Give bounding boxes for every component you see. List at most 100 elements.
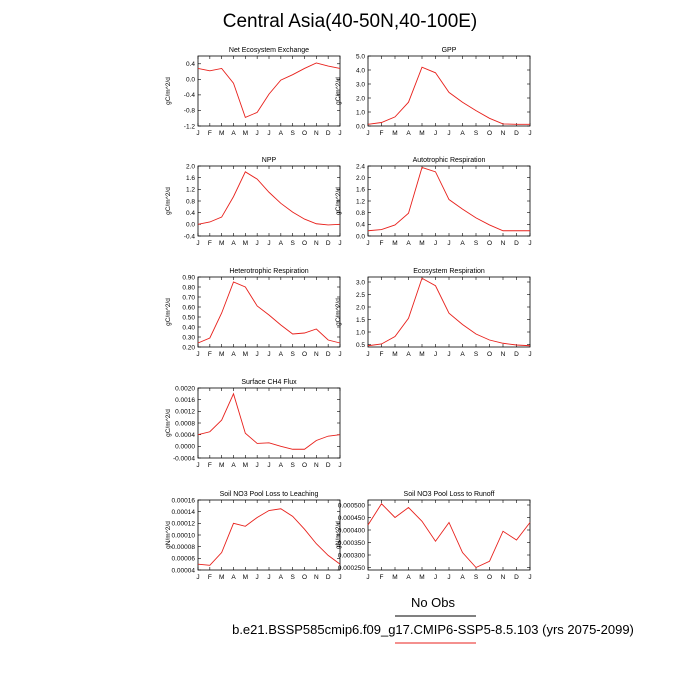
y-tick-label: 0.000350	[338, 540, 365, 547]
x-tick-label: S	[290, 240, 295, 247]
panel-title: GPP	[442, 47, 457, 54]
panel-9: Soil NO3 Pool Loss to RunoffgN/m^2/d0.00…	[335, 491, 532, 581]
x-tick-label: D	[514, 574, 519, 581]
panel-5: Heterotrophic Respiration gC/m^2/d 0.90 0.8…	[165, 268, 342, 358]
series-line	[367, 277, 531, 347]
x-tick-label: S	[290, 574, 295, 581]
y-tick-label: 0.4	[356, 222, 365, 229]
x-tick-label: N	[501, 351, 506, 358]
x-tick-label: J	[338, 130, 341, 137]
x-tick-label: N	[314, 351, 319, 358]
panel-4: Autotrophic Respiration gC/m^2/d 2.4 2.0 1.6…	[335, 157, 532, 247]
x-tick-label: S	[474, 574, 479, 581]
y-tick-label: 0.0020	[175, 385, 195, 392]
y-tick-label: 0.8	[186, 198, 195, 205]
x-tick-label: F	[208, 240, 212, 247]
x-tick-label: A	[460, 240, 465, 247]
x-tick-label: J	[434, 351, 437, 358]
x-tick-label: O	[487, 574, 492, 581]
x-tick-label: J	[447, 574, 450, 581]
y-tick-label: 2.0	[356, 175, 365, 182]
x-tick-label: J	[528, 130, 531, 137]
x-tick-label: M	[392, 351, 397, 358]
y-tick-label: 0.0012	[175, 409, 195, 416]
series-line	[197, 392, 341, 450]
y-tick-label: 1.0	[356, 329, 365, 336]
y-tick-label: 0.000500	[338, 502, 365, 509]
y-axis-label: gC/m^2/d	[165, 187, 172, 215]
y-tick-label: 2.4	[356, 163, 365, 170]
x-tick-label: A	[231, 574, 236, 581]
x-tick-label: J	[196, 462, 199, 469]
x-tick-label: J	[434, 240, 437, 247]
y-tick-label: 0.30	[182, 334, 195, 341]
x-tick-label: N	[501, 240, 506, 247]
x-tick-label: M	[219, 462, 224, 469]
y-tick-label: 0.40	[182, 324, 195, 331]
x-tick-label: M	[243, 351, 248, 358]
panel-title: Heterotrophic Respiration	[229, 268, 308, 275]
y-tick-label: 1.0	[356, 109, 365, 116]
x-tick-label: M	[219, 574, 224, 581]
plot-frame	[367, 499, 531, 571]
x-tick-label: A	[279, 130, 284, 137]
x-tick-label: J	[366, 130, 369, 137]
x-tick-label: M	[243, 240, 248, 247]
x-tick-label: O	[302, 351, 307, 358]
x-tick-label: J	[434, 130, 437, 137]
x-tick-label: M	[392, 574, 397, 581]
x-tick-label: F	[380, 351, 384, 358]
x-tick-label: M	[219, 130, 224, 137]
x-tick-label: O	[302, 574, 307, 581]
x-tick-label: J	[366, 351, 369, 358]
panel-7: Surface CH4 Flux gC/m^2/d 0.0020 0.0016 0.00…	[165, 379, 342, 469]
y-axis-label: gC/m^2/d	[335, 77, 342, 105]
y-tick-label: -0.8	[184, 108, 196, 115]
y-tick-label: 0.4	[186, 210, 195, 217]
panel-title: Ecosystem Respiration	[413, 268, 485, 275]
y-tick-label: 0.0	[356, 123, 365, 130]
y-tick-label: 0.80	[182, 284, 195, 291]
y-tick-label: 1.6	[356, 187, 365, 194]
legend-obs-label: No Obs	[411, 595, 456, 610]
x-tick-label: S	[474, 240, 479, 247]
y-tick-label: 0.0016	[175, 397, 195, 404]
y-tick-label: 0.00014	[172, 509, 196, 516]
series-line	[197, 281, 341, 344]
y-tick-label: 0.00016	[172, 497, 196, 504]
plot-frame	[197, 276, 341, 348]
figure-caption: b.e21.BSSP585cmip6.f09_g17.CMIP6-SSP5-8.…	[232, 622, 634, 637]
y-tick-label: 2.0	[356, 304, 365, 311]
y-tick-label: 0.000250	[338, 565, 365, 572]
x-tick-label: O	[487, 130, 492, 137]
x-tick-label: M	[243, 130, 248, 137]
x-tick-label: O	[302, 130, 307, 137]
y-axis-label: gC/m^2/d	[335, 187, 342, 215]
x-tick-label: A	[279, 574, 284, 581]
x-tick-label: J	[366, 574, 369, 581]
x-tick-label: S	[474, 351, 479, 358]
y-tick-label: 3.0	[356, 279, 365, 286]
y-tick-label: 1.5	[356, 317, 365, 324]
x-tick-label: A	[279, 240, 284, 247]
x-tick-label: F	[208, 574, 212, 581]
x-tick-label: D	[326, 240, 331, 247]
x-tick-label: J	[528, 574, 531, 581]
x-tick-label: N	[314, 462, 319, 469]
x-tick-label: J	[447, 240, 450, 247]
x-tick-label: J	[256, 351, 259, 358]
y-tick-label: 0.0	[186, 77, 195, 84]
x-tick-label: N	[314, 240, 319, 247]
x-tick-label: J	[196, 351, 199, 358]
chart-panels: Net Ecosystem Exchange gC/m^2/d 0.4 0.0 -0.4…	[165, 47, 532, 581]
x-tick-label: F	[380, 574, 384, 581]
x-tick-label: J	[267, 351, 270, 358]
panel-title: Surface CH4 Flux	[241, 379, 297, 386]
x-tick-label: M	[219, 240, 224, 247]
y-tick-label: 0.0000	[175, 444, 195, 451]
x-tick-label: F	[208, 462, 212, 469]
x-tick-label: O	[302, 462, 307, 469]
panel-title: Soil NO3 Pool Loss to Leaching	[220, 491, 319, 498]
x-tick-label: J	[267, 462, 270, 469]
